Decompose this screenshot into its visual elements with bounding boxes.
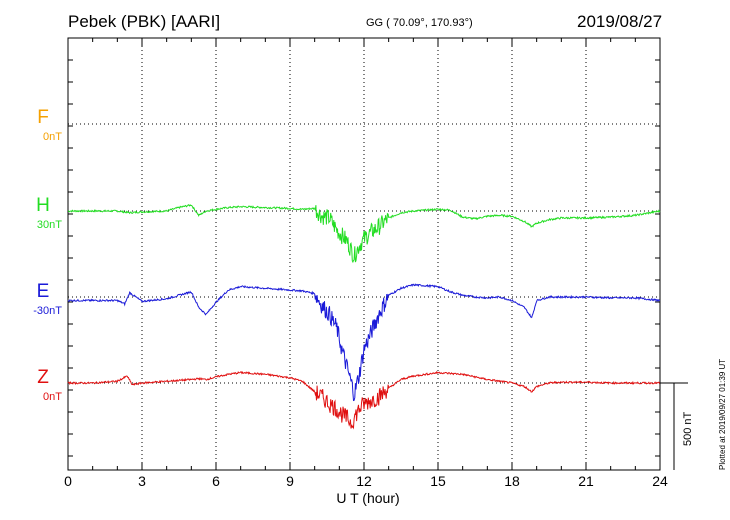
plotted-timestamp: Plotted at 2019/09/27 01:39 UT	[718, 358, 727, 470]
station-title: Pebek (PBK) [AARI]	[68, 12, 221, 31]
series-line-z	[67, 370, 661, 430]
axis-ticks	[67, 38, 661, 470]
series-offset-h: 30nT	[36, 219, 62, 231]
x-tick-label: 0	[64, 473, 72, 489]
x-tick-label: 6	[212, 473, 220, 489]
series-line-h	[67, 203, 661, 264]
series-label-h: H	[36, 195, 50, 216]
series-offset-e: -30nT	[33, 305, 62, 317]
series-label-e: E	[36, 281, 50, 302]
x-axis-label: U T (hour)	[336, 490, 400, 506]
x-tick-label: 21	[578, 473, 594, 489]
x-tick-label: 24	[652, 473, 668, 489]
scale-bar	[660, 382, 688, 470]
x-tick-label: 18	[504, 473, 520, 489]
x-tick-label: 3	[138, 473, 146, 489]
horizontal-gridlines	[68, 123, 660, 384]
series-line-e	[67, 283, 661, 402]
series-label-f: F	[37, 107, 49, 128]
series-label-z: Z	[37, 367, 49, 388]
x-tick-label: 12	[356, 473, 372, 489]
series-offset-f: 0nT	[43, 131, 62, 143]
coordinates-label: GG ( 70.09°, 170.93°)	[366, 17, 473, 29]
series-offset-z: 0nT	[43, 391, 62, 403]
scale-bar-label: 500 nT	[682, 411, 694, 446]
x-tick-label: 9	[286, 473, 294, 489]
vertical-gridlines	[141, 38, 587, 470]
x-tick-label: 15	[430, 473, 446, 489]
date-label: 2019/08/27	[577, 12, 663, 31]
series-traces	[67, 203, 661, 430]
